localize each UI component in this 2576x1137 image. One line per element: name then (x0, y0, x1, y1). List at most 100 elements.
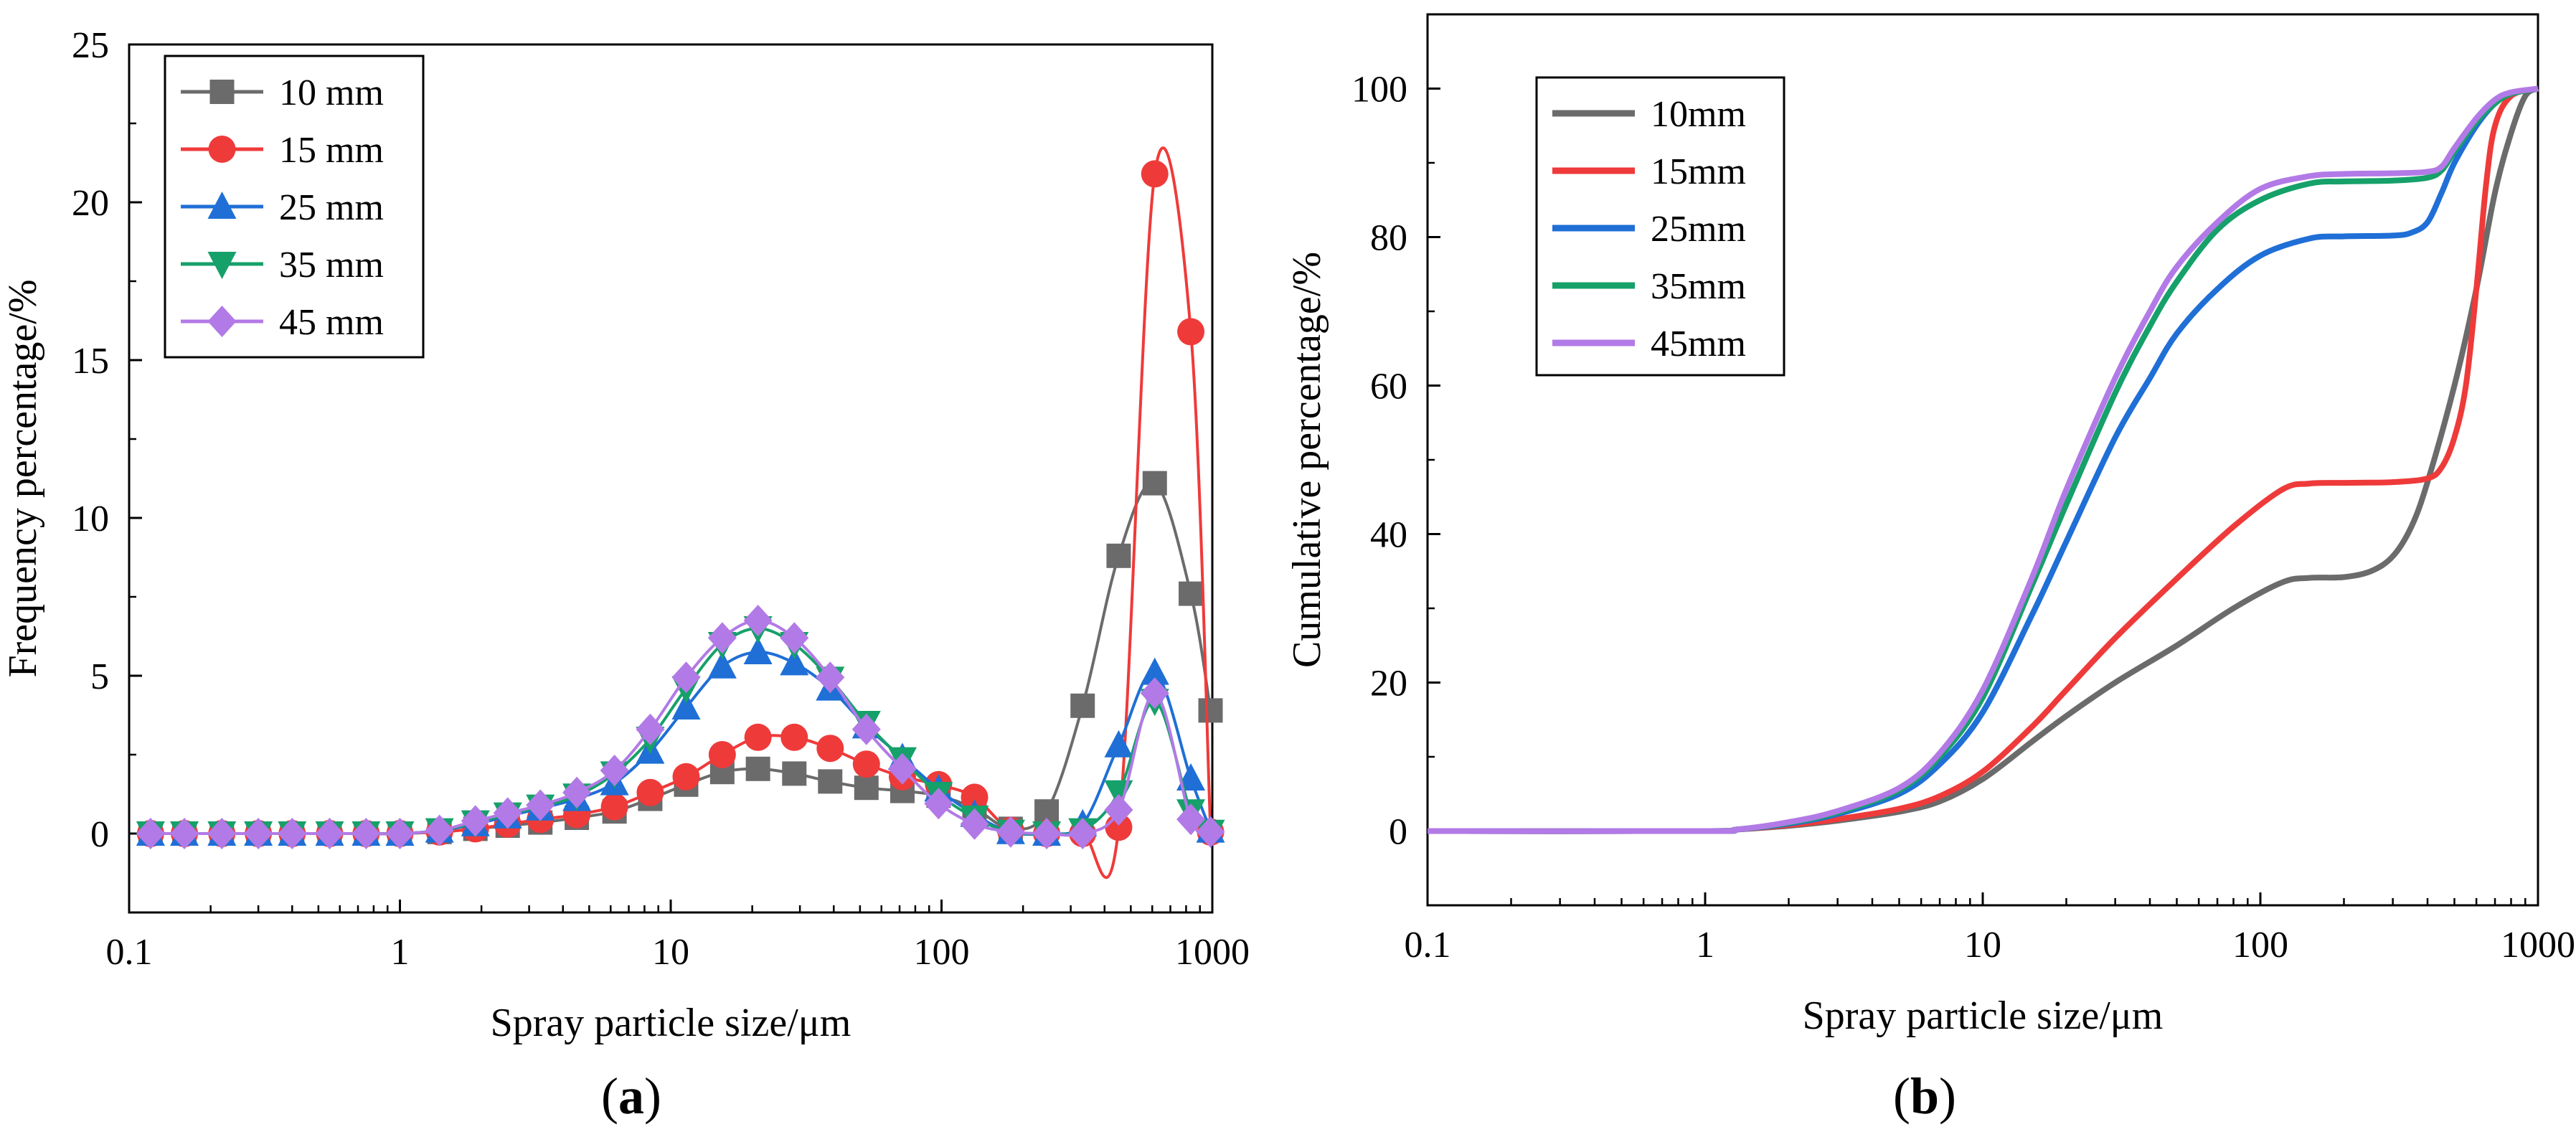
data-point-45mm (1104, 794, 1133, 826)
y-tick-label: 0 (1389, 812, 1407, 853)
data-point-45mm (461, 805, 490, 837)
data-point-10mm (1106, 543, 1131, 568)
data-point-45mm (743, 605, 773, 636)
data-point-45mm (207, 818, 237, 849)
y-tick-label: 15 (72, 341, 109, 382)
legend-label-25mm: 25 mm (279, 187, 384, 228)
legend-entry-25mm: 25 mm (181, 187, 384, 228)
y-tick-label: 20 (72, 183, 109, 224)
legend-entry-45mm: 45mm (1552, 324, 1746, 364)
data-point-45mm (493, 797, 522, 829)
x-tick-label: 1000 (2501, 925, 2575, 966)
data-point-45mm (352, 818, 381, 849)
legend-entry-35mm: 35mm (1552, 266, 1746, 307)
x-axis-title: Spray particle size/μm (491, 1001, 851, 1045)
series-10mm (138, 471, 1223, 846)
data-point-45mm (1068, 818, 1098, 849)
panel-a-tag-close: ) (644, 1067, 661, 1125)
legend-label-35mm: 35 mm (279, 245, 384, 286)
x-tick-label: 0.1 (1405, 925, 1451, 966)
series-45mm (1427, 85, 2539, 834)
legend-marker-45mm (207, 306, 237, 337)
panel-b-tag: (b) (1893, 1067, 1956, 1125)
data-point-15mm (672, 763, 700, 791)
data-point-45mm (1140, 677, 1169, 709)
y-tick-label: 25 (72, 25, 109, 66)
data-point-45mm (1032, 818, 1062, 849)
data-point-45mm (1176, 803, 1206, 836)
data-point-45mm (170, 818, 199, 849)
data-point-45mm (887, 753, 917, 785)
data-point-45mm (671, 661, 701, 694)
data-point-45mm (526, 789, 555, 821)
data-point-45mm (562, 776, 592, 808)
x-tick-label: 100 (914, 932, 970, 973)
panel-a-tag-open: ( (601, 1067, 618, 1125)
data-point-25mm (743, 637, 773, 664)
data-point-10mm (854, 775, 879, 801)
data-point-15mm (780, 723, 808, 751)
y-axis-title: Frequency percentage/% (1, 279, 45, 677)
data-point-45mm (136, 818, 165, 849)
x-tick-label: 100 (2232, 925, 2288, 966)
data-point-25mm (780, 648, 809, 676)
data-point-15mm (708, 741, 736, 768)
x-tick-label: 1 (391, 932, 410, 973)
data-point-10mm (818, 769, 843, 794)
legend-entry-10mm: 10 mm (181, 72, 384, 113)
x-tick-label: 1 (1696, 925, 1714, 966)
data-point-10mm (1179, 581, 1204, 606)
data-point-25mm (1104, 730, 1133, 758)
y-tick-label: 40 (1370, 515, 1407, 556)
panel-b-chart: 0.1 1 10 100 1000 0 20 40 60 80 100 Spray particle … (1285, 13, 2575, 1038)
y-tick-label: 5 (90, 656, 109, 697)
data-point-15mm (1177, 318, 1205, 346)
data-point-10mm (1070, 693, 1095, 718)
y-axis-title: Cumulative percentage/% (1285, 252, 1329, 668)
data-point-25mm (671, 692, 701, 720)
legend-label-45mm: 45mm (1651, 324, 1746, 364)
data-point-45mm (816, 661, 845, 694)
x-tick-label: 10 (1964, 925, 2001, 966)
series-35mm (136, 616, 1225, 849)
data-point-45mm (960, 808, 989, 840)
y-tick-label: 20 (1370, 664, 1407, 704)
legend-label-45mm: 45 mm (279, 302, 384, 343)
legend-marker-15mm (208, 136, 236, 163)
x-tick-label: 1000 (1175, 932, 1250, 973)
x-tick-label: 0.1 (106, 932, 153, 973)
y-tick-label: 10 (72, 499, 109, 539)
data-point-45mm (636, 713, 665, 745)
legend-marker-10mm (209, 80, 235, 104)
data-point-15mm (816, 735, 844, 763)
data-point-45mm (924, 788, 953, 820)
data-point-45mm (385, 818, 415, 849)
legend-marker-35mm (207, 252, 237, 279)
panel-a-tag-letter: a (618, 1067, 644, 1125)
panel-a-chart: 0.1 1 10 100 1000 0 5 10 15 20 25 Spray particle si… (1, 25, 1250, 1045)
panel-b-tag-open: ( (1893, 1067, 1910, 1125)
legend-label-10mm: 10mm (1651, 94, 1746, 135)
legend-label-25mm: 25mm (1651, 209, 1746, 250)
data-point-45mm (1196, 816, 1225, 848)
data-point-10mm (1198, 698, 1223, 723)
data-point-45mm (244, 818, 273, 849)
data-point-15mm (600, 793, 628, 821)
panel-b-tag-letter: b (1910, 1067, 1939, 1125)
y-tick-label: 100 (1351, 70, 1407, 110)
data-point-45mm (425, 814, 454, 846)
series-line-45mm (1427, 85, 2539, 834)
y-tick-label: 80 (1370, 218, 1407, 259)
legend-label-10mm: 10 mm (279, 72, 384, 113)
legend-entry-45mm: 45 mm (181, 302, 384, 343)
data-point-15mm (636, 778, 664, 806)
data-point-15mm (744, 723, 772, 751)
x-axis-title: Spray particle size/μm (1803, 994, 2164, 1038)
y-tick-label: 60 (1370, 367, 1407, 407)
legend-entry-15mm: 15 mm (181, 130, 384, 171)
data-point-10mm (782, 761, 807, 786)
legend-label-15mm: 15mm (1651, 151, 1746, 192)
series-45mm (136, 605, 1225, 849)
legend-entry-15mm: 15mm (1552, 151, 1746, 192)
